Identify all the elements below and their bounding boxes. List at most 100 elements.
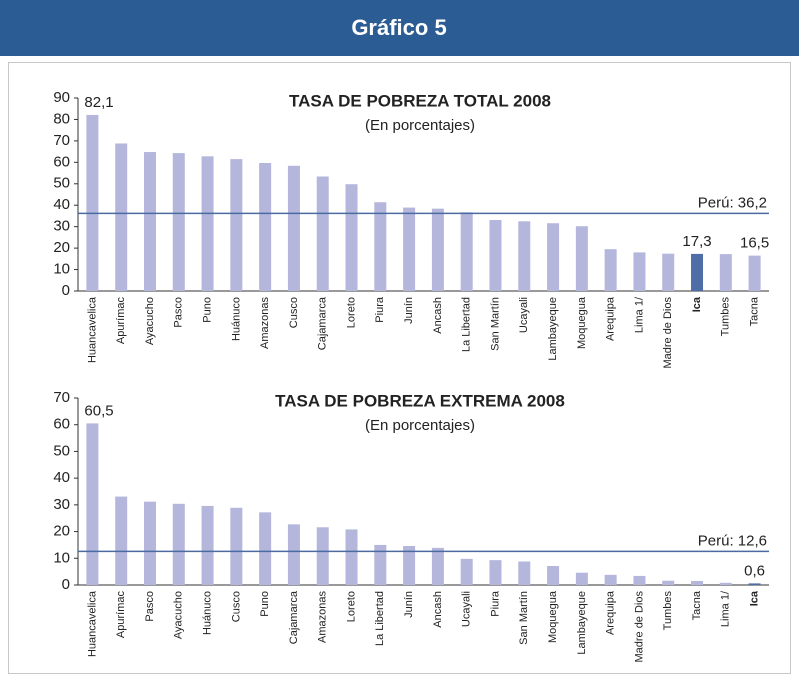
y-tick-label: 0 <box>62 282 70 299</box>
y-tick-label: 40 <box>53 469 70 486</box>
y-tick-label: 60 <box>53 153 70 170</box>
bar <box>287 165 300 291</box>
bar <box>345 184 358 291</box>
y-tick-label: 40 <box>53 196 70 213</box>
bar <box>316 527 329 585</box>
x-tick-label: Cusco <box>230 591 242 622</box>
bar <box>287 524 300 585</box>
x-tick-label: Cajamarca <box>317 296 329 350</box>
chart-subtitle: (En porcentajes) <box>365 417 475 434</box>
data-label: 60,5 <box>84 402 113 419</box>
x-tick-label: Junín <box>403 591 415 618</box>
x-tick-label: Lambayeque <box>547 297 559 361</box>
x-tick-label: Puno <box>259 591 271 617</box>
y-tick-label: 20 <box>53 239 70 256</box>
x-tick-label: Piura <box>489 590 501 617</box>
y-tick-label: 90 <box>53 89 70 106</box>
x-tick-label: Pasco <box>144 591 156 622</box>
bar <box>201 505 214 585</box>
x-tick-label: Ancash <box>432 297 444 334</box>
x-tick-label: Huancavelica <box>86 296 98 363</box>
bar <box>489 220 502 291</box>
x-tick-label: Apurímac <box>115 297 127 345</box>
x-tick-label: Junín <box>403 297 415 324</box>
chart-title: TASA DE POBREZA TOTAL 2008 <box>289 91 551 110</box>
bar <box>691 253 704 291</box>
x-tick-label: La Libertad <box>374 591 386 646</box>
bar <box>374 544 387 585</box>
x-tick-label: Ucayali <box>518 297 530 333</box>
x-tick-label: Tumbes <box>662 591 674 631</box>
x-tick-label: Amazonas <box>259 297 271 349</box>
bar <box>691 580 704 585</box>
bar <box>143 152 156 291</box>
x-tick-label: Piura <box>374 296 386 323</box>
y-tick-label: 0 <box>62 576 70 593</box>
x-tick-label: Cusco <box>288 297 300 328</box>
header-bar <box>0 0 799 56</box>
bar <box>489 560 502 585</box>
x-tick-label: Puno <box>201 297 213 323</box>
bar <box>518 561 531 585</box>
bar <box>547 223 560 291</box>
x-tick-label: Moquegua <box>547 590 559 643</box>
bar <box>316 176 329 291</box>
bar <box>86 423 99 585</box>
y-tick-label: 70 <box>53 389 70 406</box>
bar <box>662 580 675 585</box>
bar <box>575 572 588 585</box>
x-tick-label: Ayacucho <box>173 591 185 639</box>
x-tick-label: Madre de Dios <box>633 591 645 663</box>
x-tick-label: Ica <box>749 590 761 606</box>
y-tick-label: 50 <box>53 442 70 459</box>
reference-label: Perú: 12,6 <box>698 532 767 549</box>
x-tick-label: Amazonas <box>317 591 329 643</box>
x-tick-label: Tacna <box>749 296 761 326</box>
bar <box>633 252 646 291</box>
bar <box>259 512 272 585</box>
x-tick-label: Huánuco <box>230 297 242 341</box>
bar <box>259 162 272 291</box>
bar <box>518 221 531 291</box>
bar <box>374 202 387 291</box>
bar <box>604 574 617 585</box>
bar <box>431 547 444 585</box>
x-tick-label: Moquegua <box>576 296 588 349</box>
x-tick-label: Madre de Dios <box>662 297 674 369</box>
x-tick-label: San Martín <box>489 297 501 351</box>
data-label: 82,1 <box>84 94 113 111</box>
y-tick-label: 50 <box>53 175 70 192</box>
bar <box>748 255 761 291</box>
bar <box>719 582 732 585</box>
x-tick-label: Ancash <box>432 591 444 628</box>
x-tick-label: Lima 1/ <box>720 590 732 627</box>
x-tick-label: Huánuco <box>201 591 213 635</box>
y-tick-label: 80 <box>53 110 70 127</box>
bar <box>172 503 185 585</box>
x-tick-label: Ica <box>691 296 703 312</box>
bar <box>633 575 646 585</box>
x-tick-label: Lambayeque <box>576 591 588 655</box>
bar <box>230 159 243 291</box>
x-tick-label: Lima 1/ <box>633 296 645 333</box>
bar <box>172 153 185 291</box>
x-tick-label: Huancavelica <box>86 590 98 657</box>
bar <box>201 156 214 291</box>
bar <box>230 507 243 585</box>
x-tick-label: Arequipa <box>605 590 617 635</box>
x-tick-label: La Libertad <box>461 297 473 352</box>
x-tick-label: Tacna <box>691 590 703 620</box>
bar <box>460 212 473 291</box>
bar <box>719 254 732 291</box>
x-tick-label: Apurímac <box>115 591 127 639</box>
chart-title: TASA DE POBREZA EXTREMA 2008 <box>275 391 565 410</box>
bar <box>748 583 761 585</box>
data-label: 17,3 <box>682 233 711 250</box>
bar <box>403 545 416 585</box>
bar <box>662 253 675 291</box>
x-tick-label: Pasco <box>173 297 185 328</box>
x-tick-label: Tumbes <box>720 297 732 337</box>
data-label: 16,5 <box>740 235 769 252</box>
bar <box>86 114 99 292</box>
